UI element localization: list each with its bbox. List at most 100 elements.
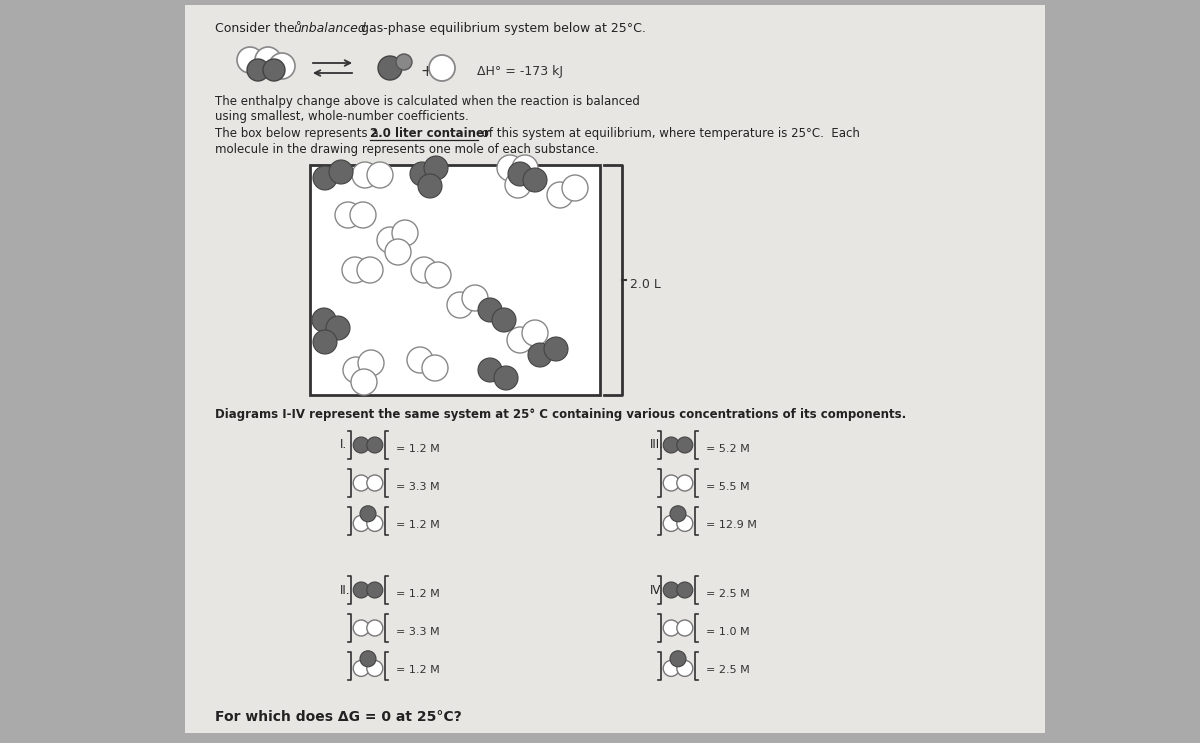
Circle shape: [407, 347, 433, 373]
Circle shape: [497, 155, 523, 181]
Circle shape: [269, 53, 295, 79]
Text: 2.0 L: 2.0 L: [630, 277, 661, 291]
Text: Diagrams I-IV represent the same system at 25° C containing various concentratio: Diagrams I-IV represent the same system …: [215, 408, 906, 421]
Circle shape: [353, 475, 370, 491]
Circle shape: [664, 661, 679, 676]
Text: gas-phase equilibrium system below at 25°C.: gas-phase equilibrium system below at 25…: [358, 22, 646, 35]
Circle shape: [528, 343, 552, 367]
Circle shape: [664, 620, 679, 636]
Circle shape: [313, 166, 337, 190]
Text: using smallest, whole-number coefficients.: using smallest, whole-number coefficient…: [215, 110, 469, 123]
Circle shape: [418, 174, 442, 198]
Text: = 1.2 M: = 1.2 M: [396, 520, 439, 530]
Circle shape: [478, 358, 502, 382]
Circle shape: [353, 437, 370, 453]
Circle shape: [367, 620, 383, 636]
Circle shape: [263, 59, 286, 81]
Circle shape: [677, 620, 692, 636]
Circle shape: [352, 162, 378, 188]
Text: = 5.5 M: = 5.5 M: [706, 482, 750, 492]
Text: The enthalpy change above is calculated when the reaction is balanced: The enthalpy change above is calculated …: [215, 95, 640, 108]
Circle shape: [562, 175, 588, 201]
Circle shape: [335, 202, 361, 228]
Circle shape: [492, 308, 516, 332]
Circle shape: [377, 227, 403, 253]
Circle shape: [342, 257, 368, 283]
Circle shape: [508, 327, 533, 353]
Circle shape: [360, 651, 376, 666]
Circle shape: [430, 55, 455, 81]
Circle shape: [508, 162, 532, 186]
Circle shape: [358, 350, 384, 376]
Circle shape: [378, 56, 402, 80]
Text: The box below represents a: The box below represents a: [215, 127, 383, 140]
Circle shape: [512, 155, 538, 181]
Text: = 2.5 M: = 2.5 M: [706, 665, 750, 675]
Circle shape: [353, 661, 370, 676]
Circle shape: [238, 47, 263, 73]
Text: III.: III.: [650, 438, 664, 452]
Circle shape: [677, 661, 692, 676]
Circle shape: [677, 582, 692, 598]
Text: of this system at equilibrium, where temperature is 25°C.  Each: of this system at equilibrium, where tem…: [478, 127, 860, 140]
Circle shape: [313, 330, 337, 354]
Bar: [310, 165, 600, 395]
Text: ůnbalanced: ůnbalanced: [293, 22, 366, 35]
Circle shape: [326, 316, 350, 340]
Circle shape: [523, 168, 547, 192]
Circle shape: [664, 582, 679, 598]
Text: = 1.2 M: = 1.2 M: [396, 589, 439, 599]
Circle shape: [505, 172, 530, 198]
Circle shape: [353, 582, 370, 598]
Text: = 5.2 M: = 5.2 M: [706, 444, 750, 454]
Circle shape: [367, 437, 383, 453]
Bar: [185, 5, 1045, 733]
Circle shape: [494, 366, 518, 390]
Text: 2.0 liter container: 2.0 liter container: [370, 127, 490, 140]
Circle shape: [677, 516, 692, 531]
Text: For which does ΔG = 0 at 25°C?: For which does ΔG = 0 at 25°C?: [215, 710, 462, 724]
Text: = 2.5 M: = 2.5 M: [706, 589, 750, 599]
Circle shape: [664, 437, 679, 453]
Circle shape: [544, 337, 568, 361]
Circle shape: [312, 308, 336, 332]
Circle shape: [367, 582, 383, 598]
Circle shape: [446, 292, 473, 318]
Text: II.: II.: [340, 583, 350, 597]
Circle shape: [478, 298, 502, 322]
Text: IV.: IV.: [650, 583, 664, 597]
Circle shape: [360, 506, 376, 522]
Circle shape: [424, 156, 448, 180]
Circle shape: [410, 162, 434, 186]
Text: = 1.0 M: = 1.0 M: [706, 627, 750, 637]
Circle shape: [367, 661, 383, 676]
Circle shape: [462, 285, 488, 311]
Circle shape: [367, 516, 383, 531]
Circle shape: [247, 59, 269, 81]
Circle shape: [385, 239, 410, 265]
Circle shape: [353, 516, 370, 531]
Text: ΔH° = -173 kJ: ΔH° = -173 kJ: [478, 65, 563, 79]
Text: I.: I.: [340, 438, 347, 452]
Circle shape: [670, 651, 686, 666]
Circle shape: [396, 54, 412, 70]
Circle shape: [392, 220, 418, 246]
Circle shape: [343, 357, 370, 383]
Circle shape: [367, 475, 383, 491]
Text: = 12.9 M: = 12.9 M: [706, 520, 757, 530]
Circle shape: [677, 437, 692, 453]
Circle shape: [425, 262, 451, 288]
Circle shape: [664, 516, 679, 531]
Circle shape: [670, 506, 686, 522]
Text: molecule in the drawing represents one mole of each substance.: molecule in the drawing represents one m…: [215, 143, 599, 156]
Text: = 3.3 M: = 3.3 M: [396, 627, 439, 637]
Text: = 3.3 M: = 3.3 M: [396, 482, 439, 492]
Circle shape: [358, 257, 383, 283]
Circle shape: [256, 47, 281, 73]
Text: Consider the: Consider the: [215, 22, 299, 35]
Circle shape: [547, 182, 574, 208]
Circle shape: [352, 369, 377, 395]
Circle shape: [422, 355, 448, 381]
Text: = 1.2 M: = 1.2 M: [396, 665, 439, 675]
Circle shape: [329, 160, 353, 184]
